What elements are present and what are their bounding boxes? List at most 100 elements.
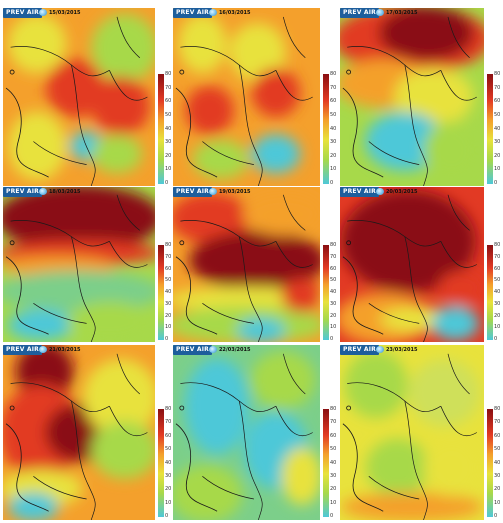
concentration-blob	[250, 351, 316, 409]
map-panel-5: PREV AIR 19/03/2015 80 70 60 50 40 30 20 10 0	[173, 187, 338, 342]
forecast-date: 19/03/2015	[218, 189, 251, 195]
colorbar-tick-label: 60	[494, 265, 501, 272]
colorbar-tick-label: 80	[494, 242, 501, 248]
pollution-map-6	[340, 187, 484, 342]
concentration-field	[3, 187, 155, 342]
colorbar-tick-label: 50	[165, 111, 172, 118]
country-border	[180, 382, 277, 412]
country-border	[440, 406, 477, 437]
country-border	[447, 194, 470, 231]
colorbar-tick-label: 20	[494, 152, 501, 159]
colorbar-tick-label: 0	[494, 336, 498, 342]
coastline	[175, 423, 218, 512]
colorbar-tick-label: 60	[330, 98, 337, 105]
colorbar-tick-label: 70	[494, 419, 501, 426]
map-panel-1: PREV AIR 15/03/2015 80 70 60 50 40 30 20 10 0	[3, 8, 171, 186]
map-panel-9: PREV AIR 23/03/2015 80 70 60 50 40 30 20 10 0	[340, 345, 502, 520]
country-border	[10, 46, 110, 77]
panel-header: PREV AIR 17/03/2015	[340, 8, 417, 18]
concentration-blob	[173, 192, 251, 244]
country-border	[202, 303, 254, 324]
colorbar	[323, 409, 329, 517]
colorbar-tick-label: 70	[165, 253, 172, 260]
concentration-blob	[251, 134, 301, 174]
coastline	[342, 87, 384, 178]
concentration-blob	[242, 192, 320, 236]
city-marker	[179, 240, 185, 246]
panel-header: PREV AIR 15/03/2015	[3, 8, 80, 18]
coastline	[5, 87, 49, 178]
colorbar-tick-label: 10	[330, 166, 337, 173]
colorbar-tick-label: 30	[330, 300, 337, 307]
country-border	[275, 241, 313, 268]
concentration-field	[7, 13, 155, 181]
colorbar-tick-label: 0	[330, 513, 334, 519]
prevair-logo: PREV AIR	[173, 345, 217, 355]
colorbar-tick-label: 20	[165, 312, 172, 319]
concentration-blob	[91, 134, 143, 174]
pollution-map-8	[173, 345, 320, 520]
concentration-blob	[178, 14, 227, 73]
country-border	[109, 406, 148, 437]
concentration-blob	[438, 270, 484, 305]
pollution-map-5	[173, 187, 320, 342]
colorbar-tick-label: 20	[330, 486, 337, 493]
colorbar-ticks: 80 70 60 50 40 30 20 10 0	[494, 407, 502, 519]
colorbar-tick-label: 50	[165, 277, 172, 284]
colorbar	[158, 409, 164, 517]
coastline	[342, 423, 384, 512]
colorbar-tick-label: 30	[494, 472, 501, 479]
panel-header: PREV AIR 19/03/2015	[173, 187, 250, 197]
forecast-date: 17/03/2015	[385, 10, 418, 16]
colorbar	[487, 245, 493, 340]
forecast-date: 23/03/2015	[385, 347, 418, 353]
colorbar-tick-label: 30	[494, 300, 501, 307]
colorbar-tick-label: 30	[330, 472, 337, 479]
concentration-field	[173, 351, 320, 520]
country-border	[282, 16, 306, 59]
colorbar-tick-label: 40	[330, 289, 337, 295]
prevair-logo: PREV AIR	[3, 8, 47, 18]
concentration-blob	[185, 85, 235, 135]
colorbar-tick-label: 10	[330, 324, 337, 331]
pollution-map-3	[340, 8, 484, 186]
forecast-date: 21/03/2015	[48, 347, 81, 353]
colorbar-tick-label: 40	[494, 125, 501, 132]
colorbar-tick-label: 70	[494, 253, 501, 260]
country-border	[368, 303, 420, 324]
country-border	[71, 64, 96, 186]
colorbar-ticks: 80 70 60 50 40 30 20 10 0	[165, 243, 175, 342]
country-border	[109, 241, 148, 268]
colorbar-tick-label: 60	[165, 98, 172, 105]
colorbar-tick-label: 0	[165, 336, 169, 342]
colorbar-tick-label: 70	[165, 419, 172, 426]
panel-header: PREV AIR 20/03/2015	[340, 187, 417, 197]
colorbar-tick-label: 20	[165, 152, 172, 159]
colorbar-tick-label: 70	[330, 84, 337, 91]
map-panel-3: PREV AIR 17/03/2015 80 70 60 50 40 30 20 10 0	[340, 8, 502, 186]
colorbar-tick-label: 30	[494, 139, 501, 146]
prevair-logo: PREV AIR	[3, 345, 47, 355]
colorbar-tick-label: 80	[494, 71, 501, 77]
coastline	[342, 256, 384, 335]
pollution-map-4	[3, 187, 155, 342]
colorbar-ticks: 80 70 60 50 40 30 20 10 0	[494, 243, 502, 342]
city-marker	[179, 405, 185, 411]
country-border	[440, 70, 477, 101]
colorbar-tick-label: 80	[330, 71, 337, 77]
concentration-field	[3, 345, 155, 520]
concentration-blob	[67, 301, 152, 342]
country-border	[275, 406, 313, 437]
concentration-blob	[423, 121, 480, 180]
country-border	[71, 236, 96, 342]
country-border	[33, 476, 87, 500]
country-border	[282, 353, 306, 395]
colorbar-tick-label: 10	[494, 324, 501, 331]
prevair-logo: PREV AIR	[173, 187, 217, 197]
country-border	[202, 476, 254, 500]
colorbar-tick-label: 10	[494, 499, 501, 506]
concentration-blob	[7, 309, 75, 341]
colorbar-tick-label: 60	[330, 265, 337, 272]
colorbar-tick-label: 50	[494, 446, 501, 453]
concentration-blob	[3, 187, 155, 253]
